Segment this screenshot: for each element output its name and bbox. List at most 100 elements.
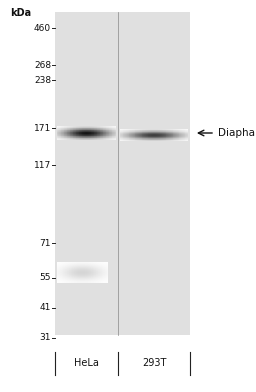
- Bar: [59, 272, 60, 273]
- Bar: [88, 133, 89, 134]
- Bar: [91, 126, 92, 127]
- Bar: [134, 134, 135, 135]
- Bar: [59, 271, 60, 272]
- Bar: [57, 132, 58, 133]
- Bar: [66, 268, 67, 269]
- Bar: [63, 261, 64, 263]
- Bar: [92, 275, 93, 276]
- Bar: [80, 279, 81, 280]
- Bar: [66, 138, 67, 139]
- Bar: [58, 134, 59, 135]
- Bar: [86, 261, 87, 263]
- Bar: [132, 135, 133, 136]
- Bar: [98, 270, 99, 271]
- Bar: [94, 268, 95, 269]
- Bar: [79, 281, 80, 283]
- Bar: [102, 273, 103, 274]
- Bar: [111, 136, 112, 137]
- Bar: [86, 131, 87, 132]
- Bar: [67, 280, 68, 281]
- Bar: [71, 133, 72, 134]
- Bar: [157, 133, 158, 134]
- Bar: [171, 137, 172, 138]
- Bar: [64, 128, 65, 129]
- Bar: [154, 131, 155, 132]
- Bar: [110, 132, 111, 133]
- Bar: [124, 137, 125, 138]
- Bar: [103, 276, 104, 277]
- Bar: [73, 274, 74, 275]
- Bar: [125, 138, 126, 139]
- Bar: [59, 265, 60, 266]
- Bar: [86, 267, 87, 268]
- Bar: [107, 271, 108, 272]
- Bar: [57, 263, 58, 265]
- Bar: [68, 281, 69, 283]
- Bar: [81, 128, 82, 129]
- Bar: [78, 278, 79, 279]
- Bar: [161, 137, 162, 138]
- Bar: [128, 137, 129, 138]
- Bar: [159, 131, 161, 132]
- Bar: [73, 261, 74, 263]
- Bar: [111, 126, 112, 127]
- Bar: [63, 127, 64, 128]
- Bar: [170, 135, 171, 136]
- Bar: [146, 133, 147, 134]
- Bar: [163, 136, 164, 137]
- Bar: [123, 133, 124, 134]
- Bar: [126, 134, 127, 135]
- Bar: [88, 280, 89, 281]
- Bar: [94, 138, 95, 139]
- Bar: [75, 280, 76, 281]
- Bar: [91, 281, 92, 283]
- Bar: [62, 137, 63, 138]
- Bar: [101, 131, 102, 132]
- Bar: [91, 266, 92, 267]
- Bar: [165, 140, 166, 141]
- Bar: [167, 140, 168, 141]
- Bar: [176, 138, 177, 139]
- Bar: [70, 278, 71, 279]
- Bar: [103, 135, 104, 136]
- Bar: [138, 130, 139, 131]
- Bar: [66, 136, 67, 137]
- Bar: [84, 133, 85, 134]
- Bar: [102, 265, 103, 266]
- Bar: [114, 137, 115, 138]
- Bar: [71, 267, 72, 268]
- Bar: [137, 137, 138, 138]
- Bar: [94, 272, 95, 273]
- Bar: [57, 134, 58, 135]
- Bar: [184, 131, 185, 132]
- Bar: [179, 130, 180, 131]
- Bar: [186, 138, 187, 139]
- Bar: [182, 129, 183, 130]
- Bar: [66, 128, 67, 129]
- Bar: [78, 135, 79, 136]
- Bar: [62, 269, 63, 270]
- Bar: [174, 140, 175, 141]
- Bar: [90, 133, 91, 134]
- Bar: [156, 130, 157, 131]
- Bar: [99, 273, 100, 274]
- Bar: [172, 138, 173, 139]
- Bar: [144, 140, 145, 141]
- Bar: [75, 270, 76, 271]
- Bar: [82, 273, 83, 274]
- Bar: [169, 139, 170, 140]
- Bar: [131, 136, 132, 137]
- Bar: [92, 126, 93, 127]
- Bar: [58, 274, 59, 275]
- Bar: [134, 130, 135, 131]
- Bar: [166, 139, 167, 140]
- Bar: [93, 134, 94, 135]
- Bar: [84, 136, 85, 137]
- Bar: [58, 135, 59, 136]
- Bar: [76, 277, 77, 278]
- Bar: [186, 132, 187, 133]
- Bar: [80, 274, 81, 275]
- Bar: [145, 138, 146, 139]
- Bar: [87, 134, 88, 135]
- Bar: [169, 129, 170, 130]
